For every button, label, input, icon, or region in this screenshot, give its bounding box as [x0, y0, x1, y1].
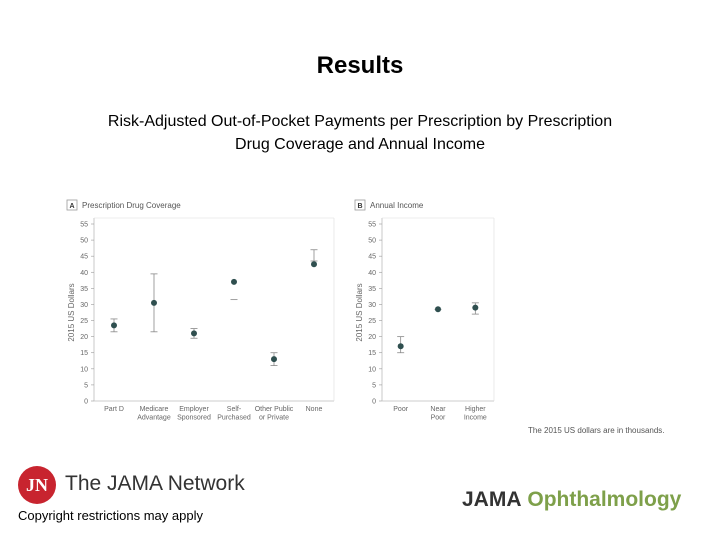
data-point [271, 356, 277, 363]
y-tick-label: 55 [368, 222, 376, 229]
x-tick-label: None [306, 406, 323, 413]
x-tick-label-line: Part D [104, 406, 124, 413]
x-tick-label: Near Poor [430, 406, 446, 422]
panel-letter: A [69, 203, 74, 210]
data-point [191, 330, 197, 337]
data-point [111, 322, 117, 329]
x-tick-label: Employer Sponsored [177, 406, 211, 422]
y-axis-label: 2015 US Dollars [355, 283, 364, 341]
panel-title: Annual Income [370, 201, 424, 210]
data-point [397, 343, 404, 350]
journal-logo: JAMA Ophthalmology [462, 488, 681, 512]
y-tick-label: 50 [80, 238, 88, 245]
data-point [151, 299, 157, 306]
x-tick-label: Part D [104, 406, 124, 413]
y-tick-label: 20 [368, 334, 376, 341]
data-point [311, 261, 317, 268]
chart-panel-b: B Annual Income 0 5 10 15 20 25 30 35 40 45 50 55 2015… [354, 199, 495, 422]
x-tick-label-line: Employer [179, 406, 209, 413]
y-tick-label: 0 [84, 399, 88, 406]
panel-letter: B [357, 203, 362, 210]
journal-name-part1: JAMA [462, 488, 522, 511]
y-tick-label: 0 [372, 399, 376, 406]
y-tick-label: 20 [80, 334, 88, 341]
y-tick-label: 35 [368, 286, 376, 293]
y-tick-label: 45 [80, 254, 88, 261]
y-tick-label: 30 [368, 302, 376, 309]
network-name: The JAMA Network [65, 472, 245, 495]
y-tick-label: 45 [368, 254, 376, 261]
y-tick-label: 50 [368, 238, 376, 245]
data-point [231, 278, 237, 285]
x-tick-label-line: Poor [431, 415, 446, 422]
x-tick-label-line: None [306, 406, 323, 413]
x-tick-label-line: Income [464, 415, 487, 422]
x-tick-label: Self- Purchased [217, 406, 251, 422]
x-tick-label: Medicare Advantage [137, 406, 171, 422]
x-tick-label-line: or Private [259, 415, 289, 422]
y-tick-label: 25 [368, 318, 376, 325]
jama-network-logo: JN The JAMA Network [18, 466, 258, 506]
x-tick-label-line: Higher [465, 406, 486, 413]
data-point [435, 306, 441, 313]
jn-logo-icon: JN [18, 466, 56, 504]
copyright-text: Copyright restrictions may apply [18, 508, 203, 523]
y-tick-label: 15 [80, 350, 88, 357]
charts-figure: A Prescription Drug Coverage 0 5 10 15 20 25 30 3… [66, 199, 495, 422]
x-tick-label: Other Public or Private [255, 406, 294, 422]
data-point [472, 304, 479, 311]
y-tick-label: 5 [84, 382, 88, 389]
y-tick-label: 15 [368, 350, 376, 357]
chart-panel-a: A Prescription Drug Coverage 0 5 10 15 20 25 30 3… [66, 199, 335, 422]
y-axis-label: 2015 US Dollars [67, 283, 76, 341]
panel-title: Prescription Drug Coverage [82, 201, 181, 210]
panel-letter-box [354, 199, 366, 211]
y-tick-label: 5 [372, 382, 376, 389]
journal-name-part2: Ophthalmology [527, 488, 682, 511]
x-tick-label-line: Self- [227, 406, 242, 413]
y-tick-label: 10 [368, 366, 376, 373]
y-tick-label: 10 [80, 366, 88, 373]
x-tick-label-line: Medicare [140, 406, 169, 413]
x-tick-label: Higher Income [464, 406, 487, 422]
x-tick-label-line: Sponsored [177, 415, 211, 422]
x-tick-label-line: Other Public [255, 406, 294, 413]
x-tick-label: Poor [393, 406, 408, 413]
page-subtitle: Risk-Adjusted Out-of-Pocket Payments per… [107, 113, 613, 153]
y-tick-label: 40 [368, 270, 376, 277]
y-tick-label: 40 [80, 270, 88, 277]
y-tick-label: 30 [80, 302, 88, 309]
y-tick-label: 25 [80, 318, 88, 325]
y-tick-label: 35 [80, 286, 88, 293]
unit-note: The 2015 US dollars are in thousands. [528, 426, 665, 435]
y-tick-label: 55 [80, 222, 88, 229]
x-tick-label-line: Purchased [217, 415, 251, 422]
x-tick-label-line: Near [430, 406, 446, 413]
x-tick-label-line: Poor [393, 406, 408, 413]
page-title: Results [316, 52, 404, 79]
x-tick-label-line: Advantage [137, 415, 171, 422]
panel-letter-box [66, 199, 78, 211]
